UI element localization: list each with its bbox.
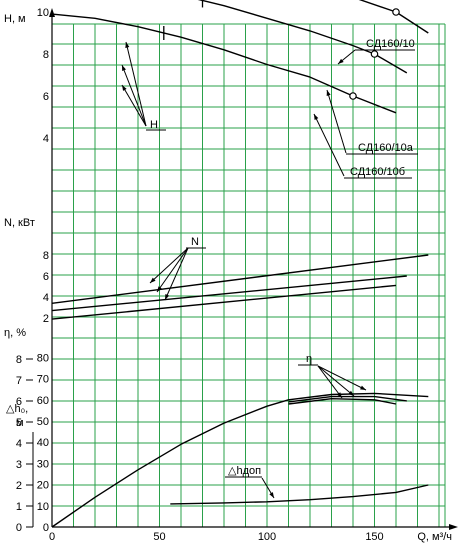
leader-head-2-arrowhead — [326, 90, 331, 96]
y-tick-head: 4 — [43, 133, 49, 145]
x-axis-arrow-icon — [449, 524, 458, 530]
leader-N-3-arrowhead — [165, 294, 170, 300]
duty-point — [349, 92, 357, 100]
leader-H-2 — [121, 64, 147, 127]
npsh-series-label: △hдоп — [228, 465, 261, 477]
leader-N-3 — [164, 247, 189, 301]
y-tick-efficiency: 30 — [37, 458, 49, 470]
duty-point — [370, 50, 379, 58]
leader-eta-2 — [317, 365, 355, 397]
y-tick-npsh: 0 — [16, 522, 22, 534]
leader-eta-2-arrowhead — [348, 390, 354, 396]
y-tick-power: 8 — [43, 250, 49, 262]
leader-H-3 — [121, 84, 147, 127]
y-tick-npsh: 1 — [16, 501, 22, 513]
series-label-head-3: СД160/10б — [350, 166, 405, 178]
leader-head-1-arrowhead — [338, 58, 344, 64]
head-group-label: Н — [150, 119, 158, 131]
y-tick-efficiency: 60 — [37, 395, 49, 407]
npsh-axis-unit: м — [16, 417, 24, 429]
y-tick-npsh: 6 — [16, 396, 22, 408]
power-curve-2 — [51, 275, 407, 312]
leader-N-2-arrowhead — [157, 286, 162, 292]
efficiency-curve-1 — [51, 392, 429, 528]
y-tick-efficiency: 50 — [37, 416, 49, 428]
leader-npsh-arrowhead — [269, 492, 274, 498]
leader-head-2 — [326, 89, 347, 154]
head-curve-2 — [197, 0, 408, 74]
head-curve-3 — [51, 13, 397, 114]
y-tick-efficiency: 70 — [37, 374, 49, 386]
y-tick-power: 6 — [43, 271, 49, 283]
x-tick-label: 50 — [153, 531, 165, 543]
x-axis-label: Q, м³/ч — [417, 531, 452, 543]
leader-N-1 — [149, 247, 189, 284]
axes — [26, 8, 458, 530]
leader-eta-1-arrowhead — [360, 385, 366, 390]
leader-H-1 — [125, 41, 147, 127]
leader-H-3-arrowhead — [122, 85, 127, 91]
power-axis-label: N, кВт — [4, 217, 35, 229]
efficiency-curve-3 — [288, 398, 397, 405]
y-tick-efficiency: 80 — [37, 352, 49, 364]
y-tick-npsh: 5 — [16, 417, 22, 429]
efficiency-curve-2 — [288, 395, 407, 403]
y-tick-npsh: 7 — [16, 375, 22, 387]
y-tick-npsh: 2 — [16, 480, 22, 492]
y-tick-npsh: 4 — [16, 438, 22, 450]
x-tick-label: 100 — [258, 531, 276, 543]
power-group-label: N — [191, 236, 199, 248]
power-curve-1 — [51, 254, 429, 304]
leader-eta-3-arrowhead — [336, 392, 342, 398]
y-tick-efficiency: 10 — [37, 501, 49, 513]
series-layer — [51, 0, 429, 528]
leader-head-3 — [313, 113, 345, 177]
head-axis-label: Н, м — [4, 13, 26, 25]
y-tick-efficiency: 40 — [37, 437, 49, 449]
npsh-curve-1 — [170, 484, 429, 505]
leader-eta-1 — [317, 365, 367, 391]
leader-eta-3 — [317, 365, 343, 399]
series-label-head-1: СД160/10 — [366, 38, 415, 50]
y-axis-arrow-icon — [49, 8, 55, 17]
duty-point — [392, 8, 400, 16]
y-tick-efficiency: 20 — [37, 480, 49, 492]
npsh-axis-label: △h₀, — [6, 403, 28, 415]
y-tick-efficiency: 0 — [43, 522, 49, 534]
x-tick-label: 0 — [49, 531, 55, 543]
leader-head-3-arrowhead — [314, 114, 319, 120]
y-tick-power: 2 — [43, 313, 49, 325]
leader-H-1-arrowhead — [125, 42, 130, 48]
x-tick-label: 150 — [365, 531, 383, 543]
series-label-head-2: СД160/10а — [358, 142, 414, 154]
y-tick-head: 10 — [37, 7, 49, 19]
leader-N-1-arrowhead — [150, 277, 156, 283]
y-tick-npsh: 3 — [16, 459, 22, 471]
leader-H-2-arrowhead — [122, 65, 126, 71]
y-tick-power: 4 — [43, 292, 49, 304]
efficiency-group-label: η — [306, 353, 312, 365]
efficiency-axis-label: η, % — [4, 327, 26, 339]
y-tick-head: 8 — [43, 49, 49, 61]
power-curve-3 — [51, 284, 397, 320]
head-curve-1 — [358, 0, 429, 34]
grid — [52, 23, 446, 527]
y-tick-npsh: 8 — [16, 354, 22, 366]
leader-N-2 — [156, 247, 189, 293]
y-tick-head: 6 — [43, 91, 49, 103]
